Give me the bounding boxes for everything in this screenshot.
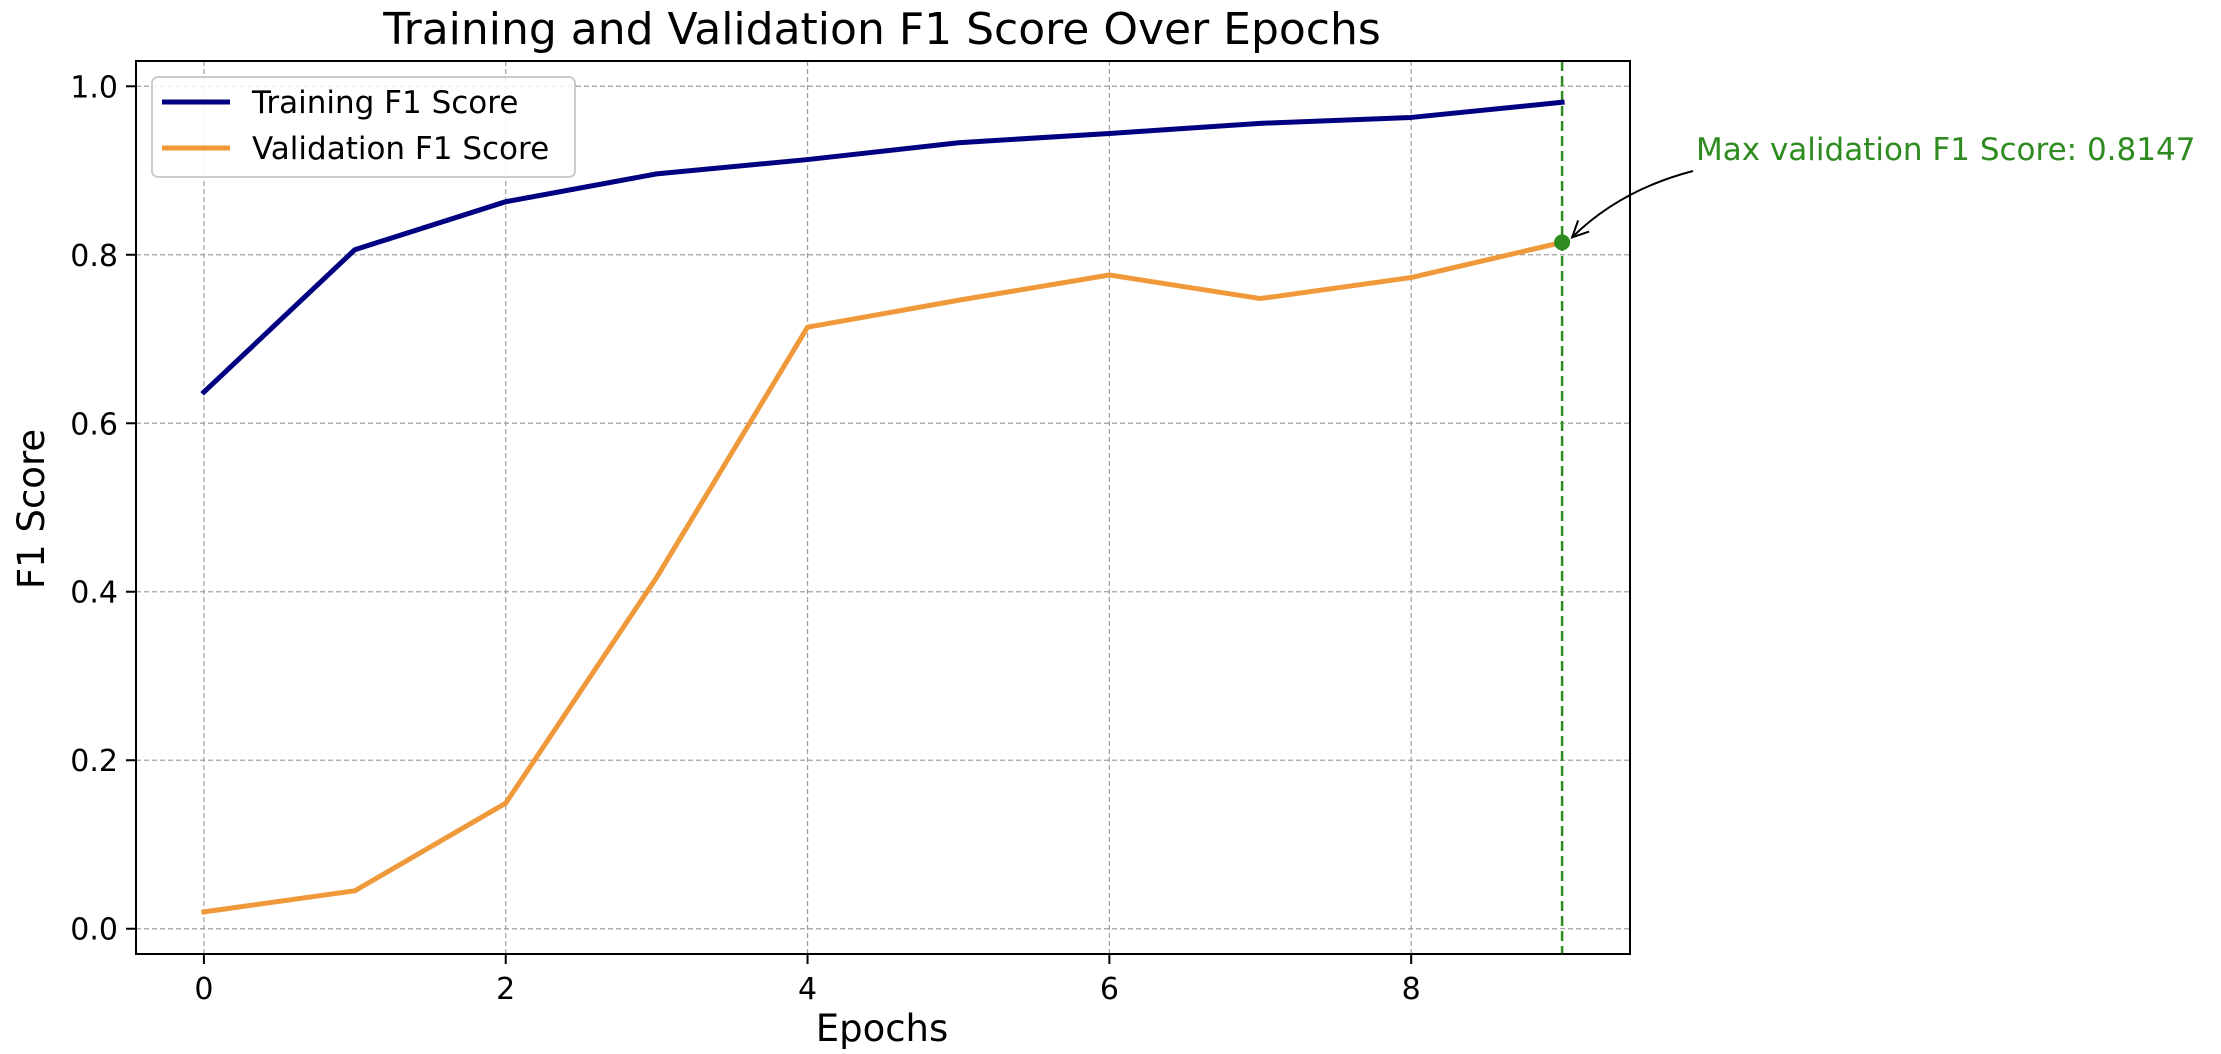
x-tick-label: 6 [1100, 972, 1119, 1007]
legend-label: Training F1 Score [251, 85, 518, 121]
x-tick-label: 4 [798, 972, 817, 1007]
grid [136, 61, 1630, 954]
marker-group [1554, 234, 1571, 251]
y-tick-label: 0.0 [70, 913, 118, 948]
chart-title: Training and Validation F1 Score Over Ep… [382, 4, 1381, 55]
y-tick-label: 1.0 [70, 70, 118, 105]
x-axis: 0 2 4 6 8 [194, 954, 1421, 1007]
annotation: Max validation F1 Score: 0.8147 [1570, 132, 2195, 239]
annotation-arrow [1571, 170, 1694, 239]
x-axis-label: Epochs [816, 1007, 949, 1050]
validation-f1-line [201, 239, 1566, 915]
series-group [200, 99, 1566, 915]
y-axis-label: F1 Score [10, 429, 53, 589]
y-tick-label: 0.8 [70, 239, 118, 274]
legend: Training F1 Score Validation F1 Score [151, 76, 576, 178]
annotation-arrowhead [1570, 220, 1590, 239]
legend-label: Validation F1 Score [252, 131, 549, 167]
x-tick-label: 2 [496, 972, 515, 1007]
legend-box [151, 76, 576, 178]
x-tick-label: 0 [194, 972, 213, 1007]
training-f1-line [200, 99, 1565, 396]
y-tick-label: 0.2 [70, 744, 118, 779]
max-validation-point [1554, 234, 1571, 251]
y-axis: 0.0 0.2 0.4 0.6 0.8 1.0 [70, 70, 136, 948]
annotation-text: Max validation F1 Score: 0.8147 [1696, 132, 2195, 168]
plot-frame [135, 60, 1631, 955]
y-tick-label: 0.6 [70, 407, 118, 442]
x-tick-label: 8 [1402, 972, 1421, 1007]
y-tick-label: 0.4 [70, 576, 118, 611]
